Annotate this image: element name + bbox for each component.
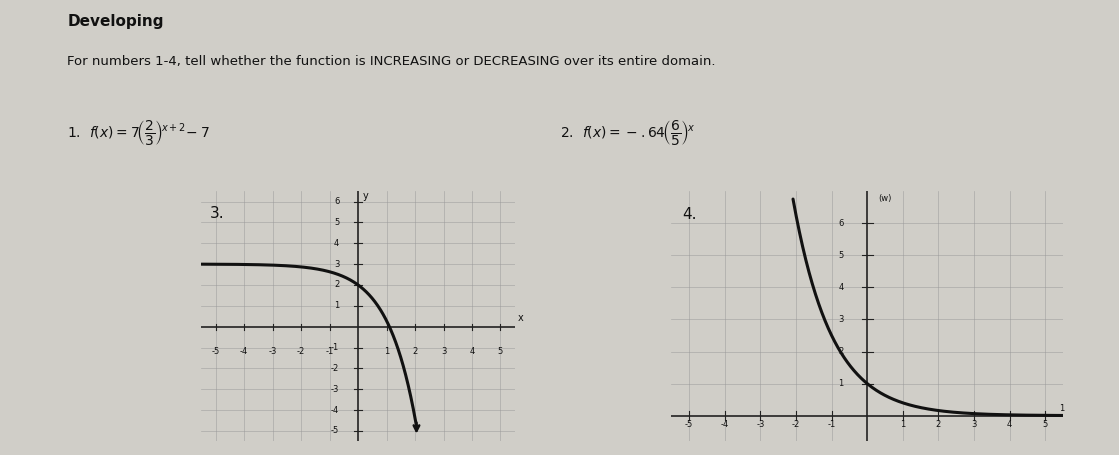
Text: 3: 3 — [333, 260, 339, 268]
Text: -2: -2 — [331, 364, 339, 373]
Text: -3: -3 — [756, 420, 764, 430]
Text: 4: 4 — [469, 347, 474, 356]
Text: -5: -5 — [331, 426, 339, 435]
Text: -4: -4 — [331, 405, 339, 415]
Text: (w): (w) — [878, 194, 891, 203]
Text: -3: -3 — [331, 385, 339, 394]
Text: 3: 3 — [838, 315, 844, 324]
Text: 2: 2 — [335, 280, 339, 289]
Text: 5: 5 — [498, 347, 504, 356]
Text: 4.: 4. — [683, 207, 697, 222]
Text: -1: -1 — [331, 343, 339, 352]
Text: 1.  $f(x)=7\!\left(\dfrac{2}{3}\right)^{\!x+2}\!-7$: 1. $f(x)=7\!\left(\dfrac{2}{3}\right)^{\… — [67, 118, 210, 147]
Text: 3.: 3. — [210, 206, 225, 221]
Text: 1: 1 — [335, 301, 339, 310]
Text: Developing: Developing — [67, 14, 163, 29]
Text: 2: 2 — [413, 347, 417, 356]
Text: 6: 6 — [838, 219, 844, 228]
Text: 3: 3 — [971, 420, 977, 430]
Text: 2: 2 — [935, 420, 941, 430]
Text: 5: 5 — [335, 218, 339, 227]
Text: 6: 6 — [333, 197, 339, 206]
Text: -1: -1 — [827, 420, 836, 430]
Text: x: x — [518, 313, 524, 324]
Text: 1: 1 — [384, 347, 389, 356]
Text: 4: 4 — [335, 239, 339, 248]
Text: -2: -2 — [297, 347, 305, 356]
Text: -1: -1 — [326, 347, 333, 356]
Text: 3: 3 — [441, 347, 446, 356]
Text: 4: 4 — [838, 283, 844, 292]
Text: -4: -4 — [239, 347, 248, 356]
Text: 4: 4 — [1007, 420, 1013, 430]
Text: For numbers 1-4, tell whether the function is INCREASING or DECREASING over its : For numbers 1-4, tell whether the functi… — [67, 55, 716, 68]
Text: y: y — [363, 192, 368, 202]
Text: -4: -4 — [721, 420, 728, 430]
Text: 1: 1 — [838, 379, 844, 388]
Text: -5: -5 — [211, 347, 219, 356]
Text: 2.  $f(x)=-.64\!\left(\dfrac{6}{5}\right)^{\!x}$: 2. $f(x)=-.64\!\left(\dfrac{6}{5}\right)… — [560, 118, 695, 147]
Text: 1: 1 — [900, 420, 905, 430]
Text: 1: 1 — [1060, 404, 1065, 413]
Text: 5: 5 — [838, 251, 844, 260]
Text: -2: -2 — [792, 420, 800, 430]
Text: 5: 5 — [1043, 420, 1047, 430]
Text: 2: 2 — [838, 347, 844, 356]
Text: -3: -3 — [269, 347, 276, 356]
Text: -5: -5 — [685, 420, 694, 430]
